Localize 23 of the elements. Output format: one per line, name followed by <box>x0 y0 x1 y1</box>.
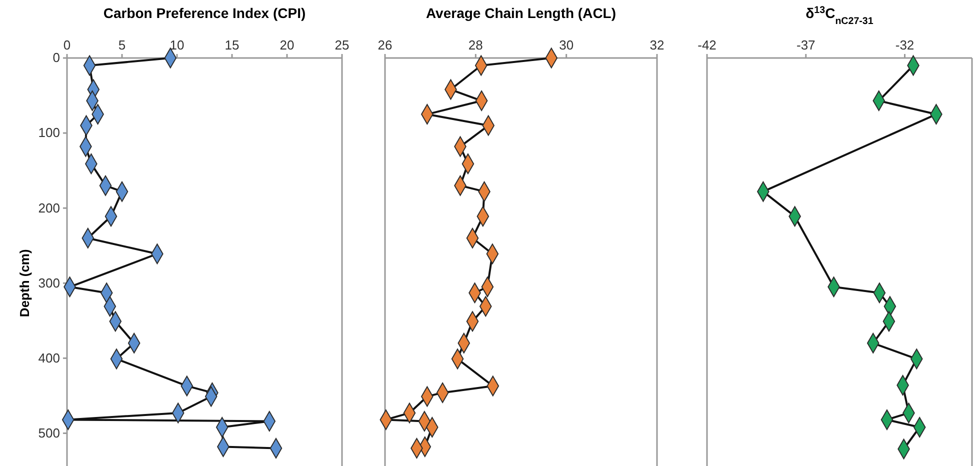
chart-title: δ$^{13}$C$_{nC27-31}$ <box>806 4 874 26</box>
chart-title: Average Chain Length (ACL) <box>426 5 616 21</box>
y-tick-label: 0 <box>52 50 60 66</box>
x-tick-label: 15 <box>224 38 240 53</box>
x-tick-label: -32 <box>895 38 914 53</box>
x-tick-label: 30 <box>559 38 574 53</box>
x-tick-label: 0 <box>63 38 71 53</box>
x-tick-label: 32 <box>650 38 664 53</box>
x-tick-label: 10 <box>170 38 184 53</box>
y-tick-label: 500 <box>38 425 60 440</box>
x-tick-label: 5 <box>118 38 126 53</box>
y-axis-title: Depth (cm) <box>17 249 32 318</box>
x-tick-label: -37 <box>796 38 816 53</box>
y-tick-label: 200 <box>38 200 60 216</box>
x-tick-label: 20 <box>280 38 294 53</box>
x-tick-label: 28 <box>468 38 483 53</box>
chart-title: Carbon Preference Index (CPI) <box>103 5 306 21</box>
x-tick-label: 26 <box>378 38 392 53</box>
y-tick-label: 300 <box>38 275 60 290</box>
y-tick-label: 400 <box>38 350 60 366</box>
x-tick-label: 25 <box>334 38 350 53</box>
y-tick-label: 100 <box>38 125 60 140</box>
x-tick-label: -42 <box>698 38 716 53</box>
